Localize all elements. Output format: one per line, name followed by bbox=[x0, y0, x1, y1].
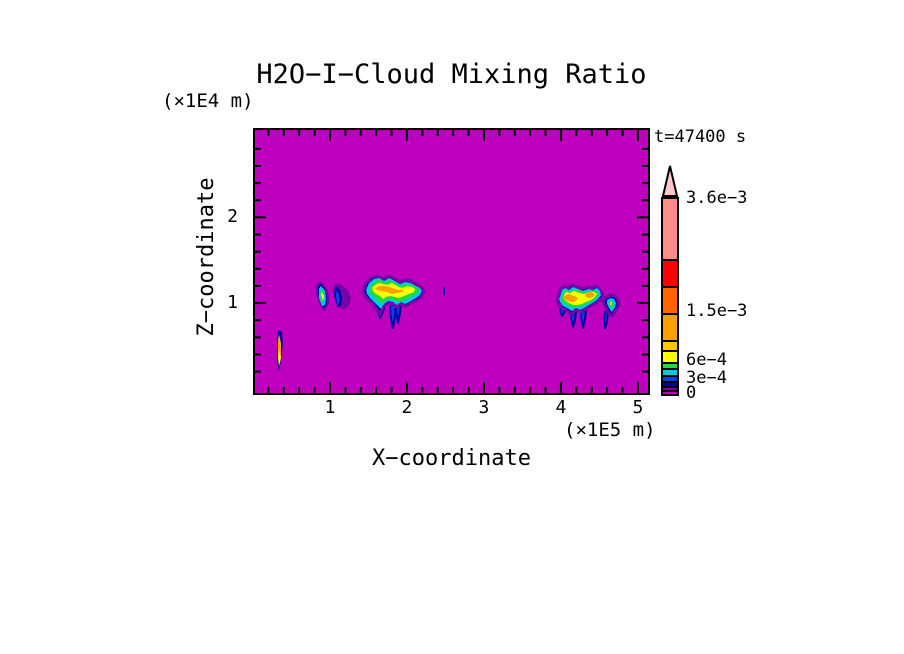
contour-plot-svg bbox=[255, 130, 648, 393]
colorbar-arrow-shape bbox=[661, 165, 679, 197]
y-tick-label: 1 bbox=[227, 292, 238, 314]
colorbar-segment bbox=[663, 286, 677, 313]
x-tick-label: 4 bbox=[555, 397, 567, 418]
x-tick-label: 1 bbox=[324, 397, 336, 418]
cloud-feature-streak-a bbox=[278, 350, 281, 366]
chart-title: H2O−I−Cloud Mixing Ratio bbox=[256, 59, 647, 90]
cloud-feature-sliver-b bbox=[321, 292, 324, 301]
colorbar-segment bbox=[663, 340, 677, 350]
colorbar bbox=[661, 197, 679, 396]
colorbar-segment bbox=[663, 386, 677, 390]
colorbar-segment bbox=[663, 375, 677, 381]
cloud-feature-sliver-c bbox=[336, 290, 340, 306]
x-axis-tick-labels: 1 2 3 4 5 bbox=[255, 398, 648, 420]
colorbar-tick-label: 3e−4 bbox=[686, 368, 727, 388]
colorbar-segment bbox=[663, 390, 677, 394]
cloud-feature-cloud-e bbox=[585, 292, 595, 298]
cloud-feature-dash-g bbox=[443, 287, 445, 296]
y-axis-unit-label: (×1E4 m) bbox=[162, 90, 254, 112]
colorbar-segment bbox=[663, 199, 677, 259]
x-tick-label: 3 bbox=[478, 397, 490, 418]
colorbar-segment bbox=[663, 381, 677, 386]
colorbar-tick-label: 0 bbox=[686, 383, 697, 403]
x-tick-label: 5 bbox=[632, 397, 644, 418]
x-axis-label: X−coordinate bbox=[372, 446, 531, 471]
cloud-feature-cloud-d bbox=[375, 286, 404, 294]
x-axis-unit-label: (×1E5 m) bbox=[564, 419, 656, 441]
colorbar-segment bbox=[663, 368, 677, 375]
y-tick-label: 2 bbox=[227, 206, 238, 228]
colorbar-segment bbox=[663, 350, 677, 362]
colorbar-segment bbox=[663, 362, 677, 368]
contour-plot-area bbox=[253, 128, 650, 395]
colorbar-tick-labels: 3.6e−3 1.5e−3 6e−4 3e−4 0 bbox=[686, 188, 776, 407]
colorbar-segment bbox=[663, 259, 677, 286]
colorbar-tick-label: 6e−4 bbox=[686, 350, 727, 370]
time-annotation: t=47400 s bbox=[654, 127, 747, 147]
colorbar-tick-label: 3.6e−3 bbox=[686, 188, 748, 208]
x-tick-label: 2 bbox=[401, 397, 413, 418]
cloud-feature-cloud-f bbox=[610, 302, 612, 305]
colorbar-segment bbox=[663, 313, 677, 340]
colorbar-tick-label: 1.5e−3 bbox=[686, 301, 748, 321]
cloud-feature-cloud-e bbox=[563, 294, 578, 302]
colorbar-arrow-icon bbox=[661, 165, 679, 197]
field-background bbox=[255, 130, 648, 393]
